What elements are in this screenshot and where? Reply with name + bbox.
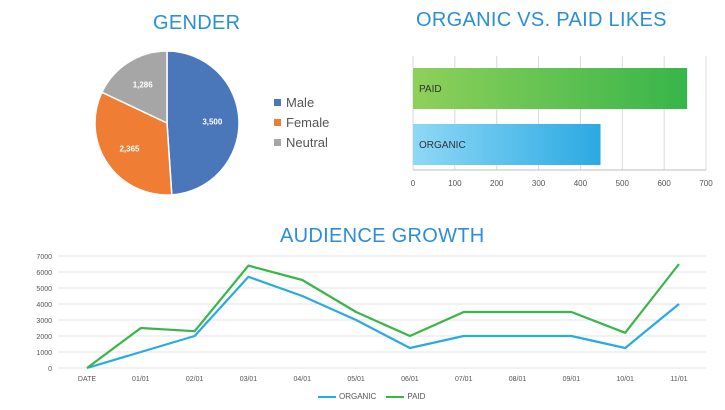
line-x-tick-label: 11/01 bbox=[671, 376, 688, 383]
bar-label-paid: PAID bbox=[419, 84, 442, 95]
line-x-tick-label: 04/01 bbox=[294, 376, 312, 383]
line-x-tick-label: 09/01 bbox=[563, 376, 581, 383]
bar-organic bbox=[413, 124, 601, 165]
pie-label-neutral: 1,286 bbox=[133, 81, 154, 90]
line-x-tick-label: 02/01 bbox=[186, 376, 204, 383]
legend-label-paid: PAID bbox=[407, 392, 426, 401]
line-series-organic bbox=[86, 275, 680, 370]
legend-item-neutral: Neutral bbox=[274, 132, 329, 152]
pie-label-female: 2,365 bbox=[119, 145, 140, 154]
line-y-tick-label: 6000 bbox=[36, 270, 52, 277]
line-x-tick-label: 05/01 bbox=[347, 376, 365, 383]
line-x-tick-label: 07/01 bbox=[455, 376, 473, 383]
pie-slice-neutral bbox=[100, 50, 168, 125]
line-y-tick-label: 7000 bbox=[36, 254, 52, 261]
legend-label-organic: ORGANIC bbox=[339, 392, 377, 401]
legend-item-paid: PAID bbox=[386, 392, 425, 401]
bar-x-tick-label: 200 bbox=[490, 179, 504, 188]
line-series-paid bbox=[86, 263, 680, 369]
legend-item-male: Male bbox=[274, 92, 329, 112]
legend-item-organic: ORGANIC bbox=[318, 392, 376, 401]
pie-slice-female bbox=[94, 91, 173, 196]
gender-legend: Male Female Neutral bbox=[274, 92, 329, 152]
legend-item-female: Female bbox=[274, 112, 329, 132]
line-x-tick-label: 08/01 bbox=[509, 376, 527, 383]
line-x-tick-label: 06/01 bbox=[401, 376, 419, 383]
line-x-tick-label: DATE bbox=[78, 376, 96, 383]
pie-slice-male bbox=[166, 50, 240, 196]
line-y-tick-label: 0 bbox=[48, 366, 52, 373]
line-y-tick-label: 3000 bbox=[36, 318, 52, 325]
legend-swatch-female bbox=[274, 118, 281, 126]
bar-label-organic: ORGANIC bbox=[419, 140, 466, 151]
legend-label-male: Male bbox=[286, 94, 315, 110]
bar-paid bbox=[413, 68, 688, 109]
gender-chart-title: GENDER bbox=[153, 12, 241, 34]
growth-chart-title: AUDIENCE GROWTH bbox=[280, 225, 485, 247]
legend-label-neutral: Neutral bbox=[286, 134, 328, 150]
growth-legend: ORGANIC PAID bbox=[318, 392, 425, 401]
legend-swatch-male bbox=[274, 98, 281, 106]
legend-swatch-neutral bbox=[274, 138, 281, 146]
line-y-tick-label: 1000 bbox=[36, 350, 52, 357]
bar-x-tick-label: 300 bbox=[532, 179, 546, 188]
line-x-tick-label: 01/01 bbox=[132, 376, 150, 383]
bar-x-tick-label: 0 bbox=[411, 179, 416, 188]
bar-x-tick-label: 500 bbox=[616, 179, 630, 188]
bar-x-tick-label: 700 bbox=[699, 179, 713, 188]
bar-x-tick-label: 400 bbox=[574, 179, 588, 188]
bar-x-tick-label: 100 bbox=[448, 179, 462, 188]
likes-chart-title: ORGANIC VS. PAID LIKES bbox=[416, 9, 667, 31]
legend-line-organic bbox=[318, 395, 336, 398]
line-x-tick-label: 10/01 bbox=[616, 376, 634, 383]
legend-label-female: Female bbox=[286, 114, 330, 130]
bar-x-tick-label: 600 bbox=[657, 179, 671, 188]
line-x-tick-label: 03/01 bbox=[240, 376, 258, 383]
pie-label-male: 3,500 bbox=[202, 117, 223, 126]
line-y-tick-label: 5000 bbox=[36, 286, 52, 293]
legend-line-paid bbox=[386, 395, 405, 398]
line-y-tick-label: 2000 bbox=[36, 334, 52, 341]
line-y-tick-label: 4000 bbox=[36, 302, 52, 309]
